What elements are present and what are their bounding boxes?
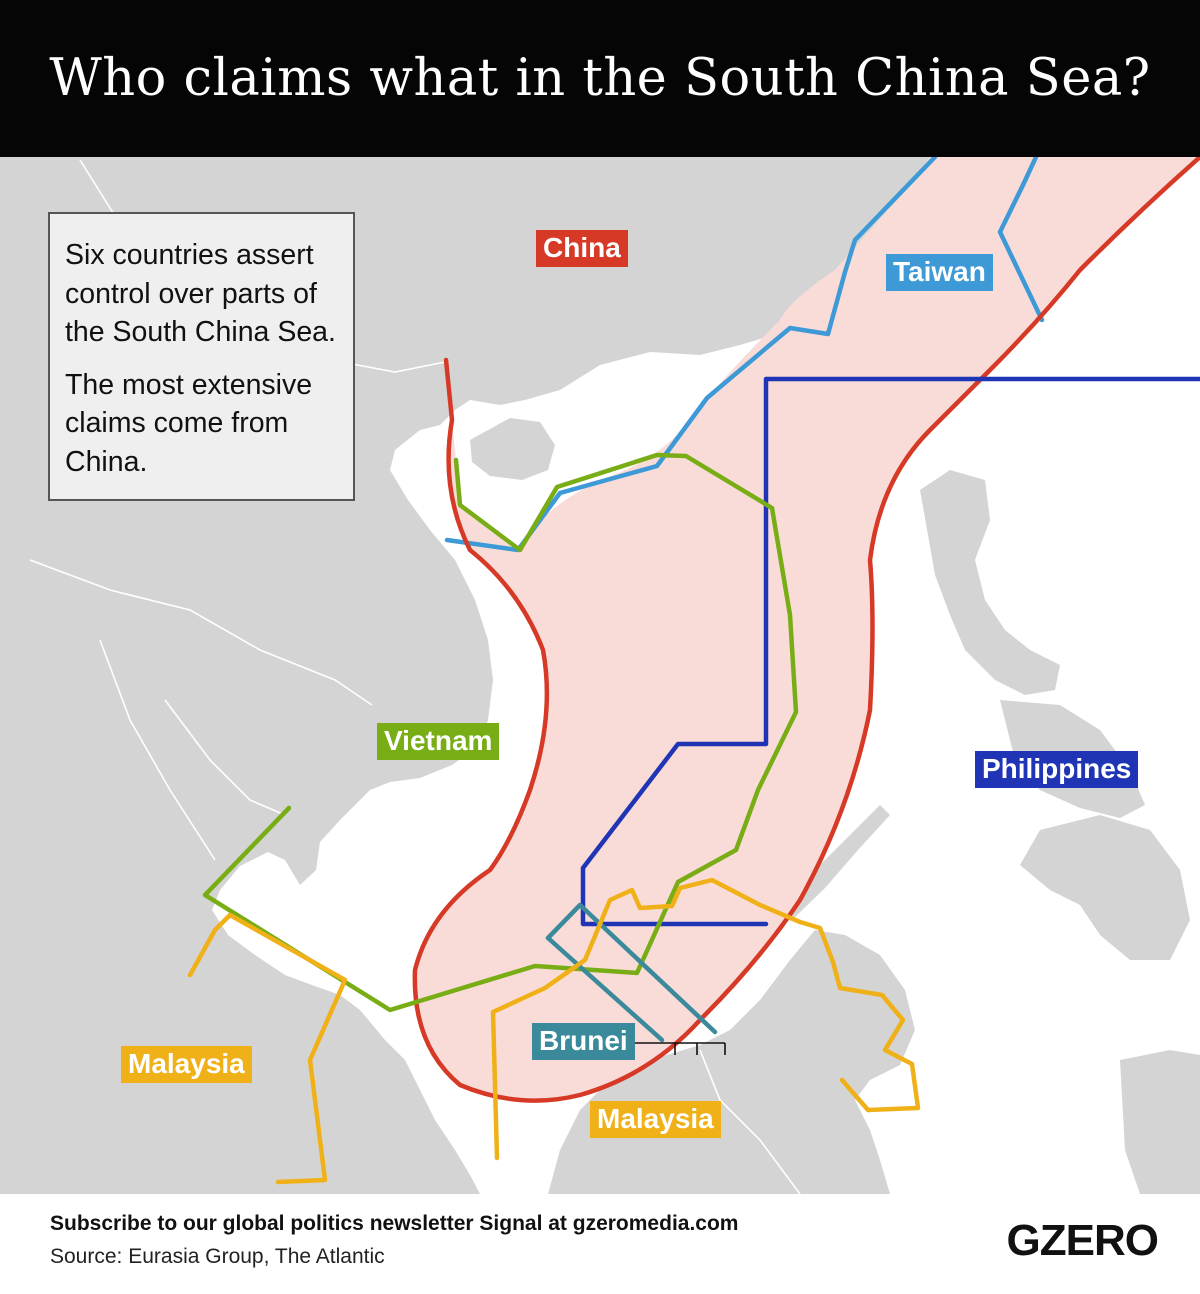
brunei-claim-line-b bbox=[545, 935, 665, 1043]
info-box: Six countries assert control over parts … bbox=[48, 212, 355, 501]
malaysia-claim-line-borneo bbox=[490, 877, 921, 1161]
sumatra-edge bbox=[0, 1060, 190, 1194]
info-text-1: Six countries assert control over parts … bbox=[65, 239, 336, 348]
taiwan-claim-line-east bbox=[997, 157, 1045, 323]
hainan-island bbox=[470, 418, 555, 480]
philippines-claim-line bbox=[580, 376, 1200, 927]
label-malaysia-east: Malaysia bbox=[590, 1101, 721, 1138]
title-bar: Who claims what in the South China Sea? bbox=[0, 0, 1200, 157]
page-title: Who claims what in the South China Sea? bbox=[49, 49, 1151, 108]
label-china: China bbox=[536, 230, 628, 267]
brunei-claim-line-a bbox=[545, 902, 718, 1035]
brunei-border-marker bbox=[625, 1042, 726, 1055]
source-text: Source: Eurasia Group, The Atlantic bbox=[50, 1245, 385, 1268]
luzon-island bbox=[920, 470, 1060, 695]
mindanao-island bbox=[1020, 815, 1190, 960]
subscribe-text: Subscribe to our global politics newslet… bbox=[50, 1212, 739, 1235]
china-claim-line bbox=[412, 157, 1200, 1103]
info-text-2: The most extensive claims come from Chin… bbox=[65, 368, 313, 478]
malaysia-claim-line-peninsula bbox=[187, 912, 348, 1185]
east-islands bbox=[1120, 1050, 1200, 1194]
label-brunei: Brunei bbox=[532, 1023, 635, 1060]
label-vietnam: Vietnam bbox=[377, 723, 500, 760]
label-philippines: Philippines bbox=[975, 751, 1139, 788]
label-malaysia-west: Malaysia bbox=[121, 1046, 252, 1083]
china-claim-area bbox=[414, 157, 1200, 1101]
vietnam-claim-line bbox=[202, 452, 799, 1013]
label-taiwan: Taiwan bbox=[886, 254, 993, 291]
gzero-logo: GZERO bbox=[1006, 1216, 1159, 1265]
